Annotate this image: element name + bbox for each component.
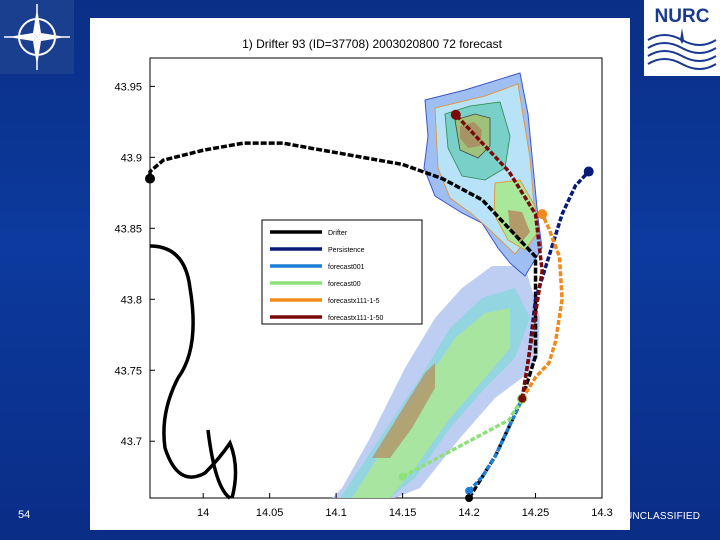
series-start-marker bbox=[518, 395, 526, 403]
y-tick-label: 43.95 bbox=[114, 81, 142, 93]
legend-label: forecast00 bbox=[328, 281, 361, 288]
series-end-marker bbox=[584, 167, 594, 177]
chart-title: 1) Drifter 93 (ID=37708) 2003020800 72 f… bbox=[242, 37, 502, 51]
chart-figure: 14 14.05 14.1 14.15 14.2 14.25 14.3 43.95 43.9 43… bbox=[90, 18, 630, 530]
x-tick-label: 14.1 bbox=[325, 507, 346, 519]
classification-label: O UNCLASSIFIED bbox=[614, 511, 700, 522]
y-tick-label: 43.9 bbox=[121, 152, 142, 164]
x-tick-label: 14 bbox=[197, 507, 209, 519]
chart-legend: Drifter Persistence forecast001 forecast00 f… bbox=[262, 220, 422, 324]
legend-label: forecastx111-1-50 bbox=[328, 315, 383, 322]
forecast-chart: 14 14.05 14.1 14.15 14.2 14.25 14.3 43.95 43.9 43… bbox=[90, 18, 630, 530]
x-tick-label: 14.2 bbox=[458, 507, 479, 519]
legend-label: forecastx111-1-5 bbox=[328, 298, 380, 305]
y-tick-label: 43.8 bbox=[121, 294, 142, 306]
x-tick-label: 14.3 bbox=[591, 507, 612, 519]
y-tick-label: 43.75 bbox=[114, 365, 142, 377]
y-tick-label: 43.7 bbox=[121, 436, 142, 448]
series-end-marker bbox=[145, 174, 155, 184]
nurc-wave-icon: NURC bbox=[644, 0, 720, 76]
slide-number: 54 bbox=[18, 509, 30, 521]
series-end-marker bbox=[451, 110, 461, 120]
legend-label: Drifter bbox=[328, 230, 348, 237]
nurc-logo: NURC bbox=[644, 0, 720, 76]
nato-compass-icon bbox=[0, 0, 74, 74]
nurc-logo-text: NURC bbox=[655, 6, 710, 27]
legend-label: Persistence bbox=[328, 247, 365, 254]
x-tick-label: 14.05 bbox=[256, 507, 284, 519]
y-tick-label: 43.85 bbox=[114, 223, 142, 235]
x-tick-label: 14.15 bbox=[389, 507, 417, 519]
series-end-marker bbox=[537, 209, 547, 219]
nato-logo bbox=[0, 0, 74, 74]
series-start-marker bbox=[399, 473, 407, 481]
legend-label: forecast001 bbox=[328, 264, 365, 271]
x-tick-label: 14.25 bbox=[522, 507, 550, 519]
